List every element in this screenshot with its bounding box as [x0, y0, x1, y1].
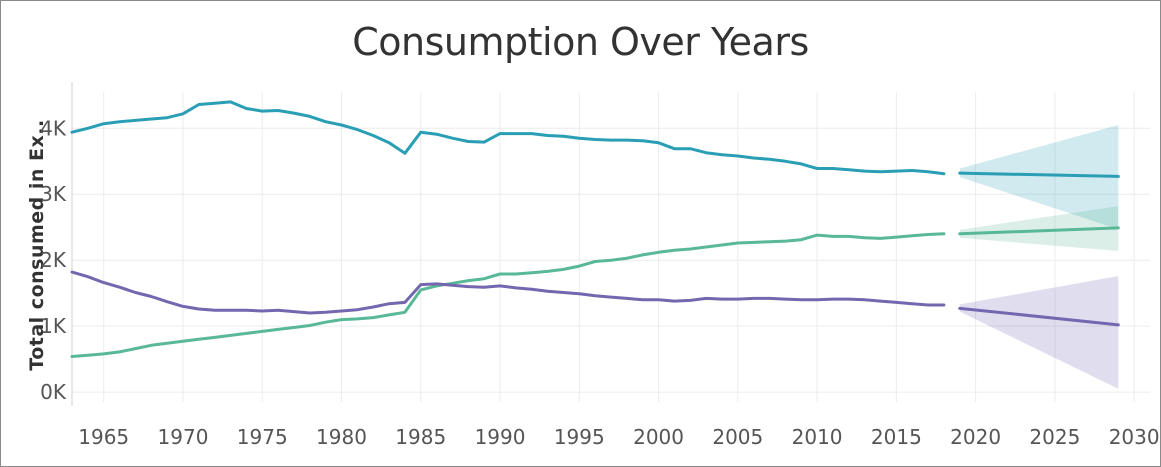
series-line-2 [70, 232, 946, 358]
x-tick-label: 1995 [554, 425, 605, 449]
series-line-1 [70, 100, 946, 176]
x-tick-label: 2020 [950, 425, 1001, 449]
forecast-band-3 [959, 276, 1119, 389]
y-tick-label: 1K [40, 314, 67, 338]
y-tick-label: 4K [40, 116, 67, 140]
x-tick-label: 1980 [316, 425, 367, 449]
series-line-3 [70, 270, 946, 315]
x-tick-label: 1965 [78, 425, 129, 449]
chart-title: Consumption Over Years [352, 20, 809, 64]
x-tick-label: 2030 [1109, 425, 1160, 449]
y-tick-label: 3K [40, 182, 67, 206]
x-tick-label: 1970 [158, 425, 209, 449]
y-tick-label: 2K [40, 248, 67, 272]
x-tick-label: 1975 [237, 425, 288, 449]
x-tick-label: 2005 [712, 425, 763, 449]
x-tick-label: 2000 [633, 425, 684, 449]
x-tick-label: 1985 [395, 425, 446, 449]
forecast-band-1 [959, 124, 1119, 230]
forecast-line-2 [958, 226, 1120, 236]
forecast-line-1 [958, 171, 1120, 178]
forecast-band-2 [959, 206, 1119, 251]
forecast-line-3 [958, 306, 1120, 327]
y-tick-label: 0K [40, 380, 67, 404]
x-tick-label: 1990 [475, 425, 526, 449]
x-tick-label: 2015 [871, 425, 922, 449]
x-tick-label: 2010 [792, 425, 843, 449]
x-tick-label: 2025 [1029, 425, 1080, 449]
